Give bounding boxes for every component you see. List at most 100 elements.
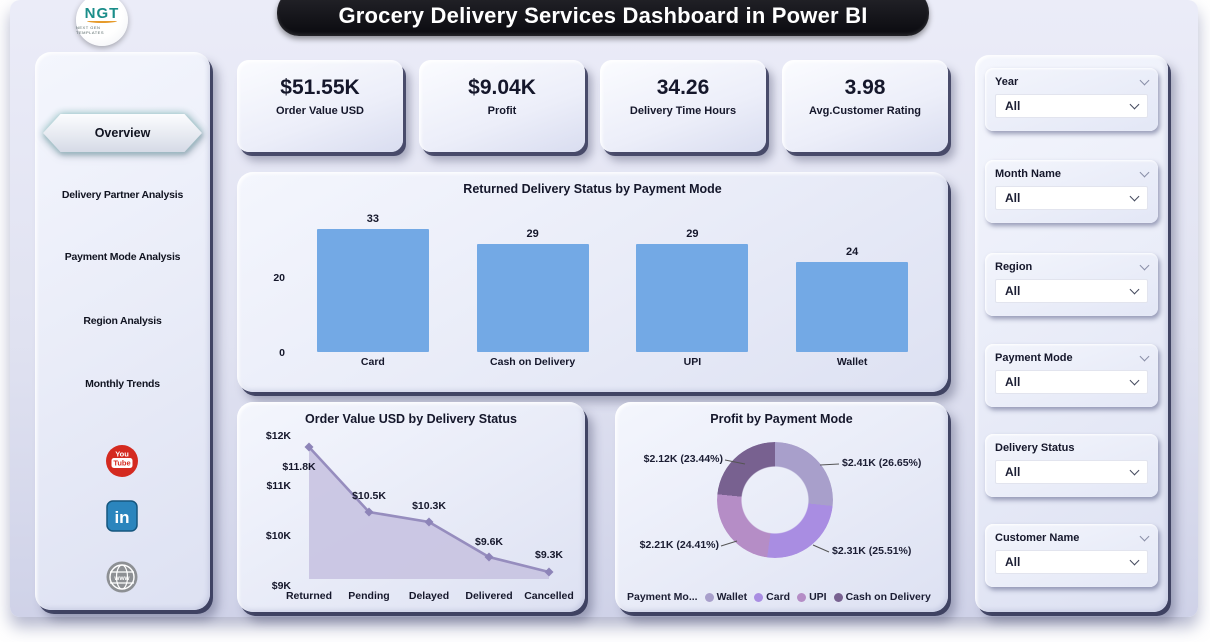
kpi-value: $51.55K xyxy=(280,76,360,99)
overview-label: Overview xyxy=(94,126,151,140)
slicer-title: Delivery Status xyxy=(995,442,1075,454)
chevron-down-icon[interactable] xyxy=(1139,531,1150,542)
chevron-down-icon[interactable] xyxy=(1139,75,1150,86)
slicer-delivery-status-dropdown[interactable]: All xyxy=(995,460,1148,484)
svg-text:Tube: Tube xyxy=(113,459,130,468)
line-x-tick: Cancelled xyxy=(524,590,574,602)
chevron-down-icon[interactable] xyxy=(1139,167,1150,178)
website-globe-icon[interactable]: www xyxy=(105,560,139,599)
line-y-tick: $11K xyxy=(266,480,291,492)
slicer-payment-dropdown[interactable]: All xyxy=(995,370,1148,394)
chevron-down-icon[interactable] xyxy=(1139,351,1150,362)
slicer-payment-mode: Payment Mode All xyxy=(985,344,1158,407)
page-title: Grocery Delivery Services Dashboard in P… xyxy=(338,3,868,28)
kpi-label: Order Value USD xyxy=(275,105,365,117)
kpi-label: Profit xyxy=(487,105,517,117)
logo-text: NGT xyxy=(84,5,120,22)
bar-value-label: 29 xyxy=(686,227,699,240)
slicer-delivery-status: Delivery Status All xyxy=(985,434,1158,497)
legend-item-card[interactable]: Card xyxy=(754,591,790,603)
legend-item-wallet[interactable]: Wallet xyxy=(704,591,747,603)
ngt-logo: NGT NEXT GEN TEMPLATES xyxy=(76,0,128,46)
legend-dot xyxy=(704,592,714,602)
legend-dot xyxy=(833,592,843,602)
dashboard-title-banner: Grocery Delivery Services Dashboard in P… xyxy=(277,0,929,36)
bar-cash-on-delivery[interactable] xyxy=(476,243,589,352)
kpi-value: 34.26 xyxy=(656,76,710,99)
dashboard-canvas: NGT NEXT GEN TEMPLATES Grocery Delivery … xyxy=(10,0,1198,617)
chevron-down-icon[interactable] xyxy=(1139,260,1150,271)
bar-group: 29 xyxy=(453,210,613,352)
legend-label: Cash on Delivery xyxy=(845,591,931,603)
svg-text:You: You xyxy=(115,450,129,459)
bar-group: 29 xyxy=(613,210,773,352)
bar-y-tick: 20 xyxy=(273,272,285,285)
bar-chart-panel: Returned Delivery Status by Payment Mode… xyxy=(237,172,948,392)
slicer-value: All xyxy=(1005,375,1021,389)
line-x-tick: Pending xyxy=(348,590,390,602)
bar-chart-plot: 33 29 29 24 xyxy=(293,210,932,352)
bar-chart-categories: Card Cash on Delivery UPI Wallet xyxy=(293,356,932,368)
line-x-tick: Returned xyxy=(285,590,333,602)
slicer-region-dropdown[interactable]: All xyxy=(995,279,1148,303)
sidebar-item-region-analysis[interactable]: Region Analysis xyxy=(83,315,162,327)
sidebar-item-payment-mode-analysis[interactable]: Payment Mode Analysis xyxy=(64,251,181,263)
line-y-tick: $9K xyxy=(271,580,291,592)
line-chart-svg xyxy=(304,442,554,579)
kpi-label: Delivery Time Hours xyxy=(629,105,737,117)
legend-item-upi[interactable]: UPI xyxy=(797,591,827,603)
donut-chart-panel: Profit by Payment Mode $2.12K (23.44%) $… xyxy=(615,402,948,612)
donut-label-upi: $2.21K (24.41%) xyxy=(639,539,719,551)
slicer-title: Customer Name xyxy=(995,532,1080,544)
bar-value-label: 24 xyxy=(846,246,859,259)
donut-ring[interactable] xyxy=(717,442,833,558)
chevron-down-icon xyxy=(1129,375,1140,385)
bar-category-label: Cash on Delivery xyxy=(490,356,576,368)
legend-dot xyxy=(754,592,764,602)
slicer-month-dropdown[interactable]: All xyxy=(995,186,1148,210)
line-x-tick: Delivered xyxy=(465,590,513,602)
slicer-value: All xyxy=(1005,99,1021,113)
sidebar-item-delivery-partner-analysis[interactable]: Delivery Partner Analysis xyxy=(61,189,184,201)
youtube-icon[interactable]: You Tube xyxy=(105,444,139,483)
line-point-label: $11.8K xyxy=(282,461,316,473)
linkedin-icon[interactable]: in xyxy=(106,500,138,537)
chevron-down-icon xyxy=(1129,99,1140,109)
bar-y-tick: 0 xyxy=(279,347,285,359)
bar-group: 24 xyxy=(772,210,932,352)
legend-title: Payment Mo... xyxy=(627,591,698,603)
logo-swoosh-icon xyxy=(87,19,117,23)
slicer-value: All xyxy=(1005,555,1021,569)
line-x-tick: Delayed xyxy=(408,590,450,602)
slicer-value: All xyxy=(1005,284,1021,298)
chevron-down-icon xyxy=(1129,555,1140,565)
bar-upi[interactable] xyxy=(636,243,749,352)
kpi-card-profit: $9.04K Profit xyxy=(419,60,585,152)
slicer-customer-name: Customer Name All xyxy=(985,524,1158,587)
bar-group: 33 xyxy=(293,210,453,352)
sidebar: Overview Delivery Partner Analysis Payme… xyxy=(35,52,210,610)
line-point-label: $10.3K xyxy=(412,500,446,512)
kpi-card-customer-rating: 3.98 Avg.Customer Rating xyxy=(782,60,948,152)
slicer-year-dropdown[interactable]: All xyxy=(995,94,1148,118)
donut-label-card: $2.31K (25.51%) xyxy=(832,545,912,557)
donut-label-wallet: $2.41K (26.65%) xyxy=(842,457,922,469)
kpi-value: $9.04K xyxy=(468,76,536,99)
legend-item-cash-on-delivery[interactable]: Cash on Delivery xyxy=(833,591,931,603)
bar-category-label: Wallet xyxy=(836,356,868,368)
slicer-title: Payment Mode xyxy=(995,352,1073,364)
bar-chart-title: Returned Delivery Status by Payment Mode xyxy=(463,182,722,196)
slicer-customer-dropdown[interactable]: All xyxy=(995,550,1148,574)
bar-value-label: 29 xyxy=(526,227,539,240)
line-chart-panel: Order Value USD by Delivery Status $12K $… xyxy=(237,402,585,612)
sidebar-item-monthly-trends[interactable]: Monthly Trends xyxy=(85,378,160,390)
line-y-tick: $10K xyxy=(265,530,291,542)
chevron-down-icon xyxy=(1129,465,1140,475)
bar-card[interactable] xyxy=(316,228,429,352)
chevron-down-icon xyxy=(1129,284,1140,294)
donut-legend: Payment Mo... Wallet Card UPI Cash on De… xyxy=(627,591,944,603)
sidebar-item-overview[interactable]: Overview xyxy=(43,114,202,152)
bar-wallet[interactable] xyxy=(796,262,909,352)
kpi-card-delivery-time: 34.26 Delivery Time Hours xyxy=(600,60,766,152)
slicer-title: Year xyxy=(995,76,1019,88)
